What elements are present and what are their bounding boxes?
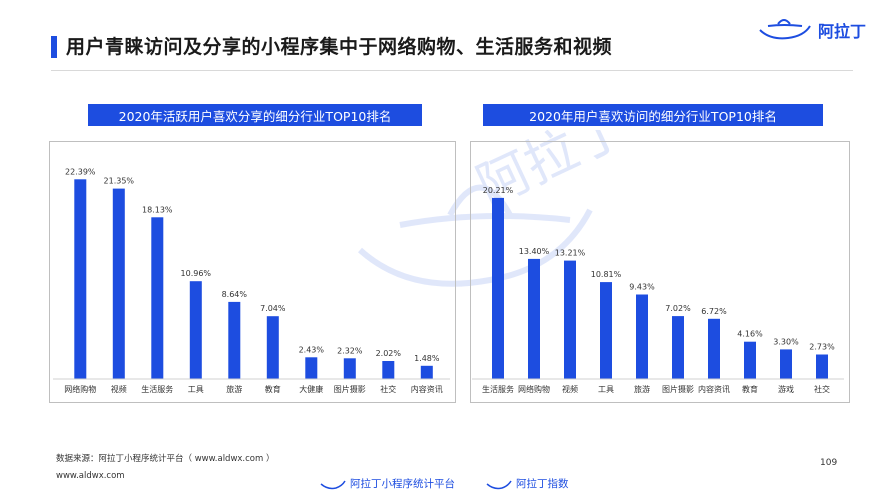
- category-label: 视频: [562, 384, 578, 394]
- title-accent-bar: [51, 36, 57, 58]
- data-label: 7.02%: [665, 304, 691, 313]
- bar-大健康: [305, 357, 318, 379]
- category-label: 教育: [265, 384, 281, 394]
- bar-工具: [189, 281, 202, 379]
- data-label: 22.39%: [65, 167, 96, 176]
- data-label: 1.48%: [414, 354, 440, 363]
- chart-right: 20.21% 生活服务 13.40% 网络购物 13.21% 视频 10.81% 工具 9.43…: [472, 186, 844, 394]
- data-label: 2.43%: [299, 345, 325, 354]
- footer-brand-index-label: 阿拉丁指数: [516, 478, 569, 490]
- category-label: 社交: [380, 384, 396, 394]
- footer-brand-platform: 阿拉丁小程序统计平台: [320, 476, 455, 491]
- bar-社交: [816, 354, 828, 379]
- bar-工具: [600, 282, 612, 379]
- bar-图片摄影: [672, 316, 684, 379]
- title-divider: [51, 70, 853, 71]
- data-label: 9.43%: [629, 283, 655, 292]
- chart-right-title: 2020年用户喜欢访问的细分行业TOP10排名: [483, 104, 823, 126]
- data-label: 10.81%: [591, 270, 622, 279]
- category-label: 网络购物: [64, 384, 96, 394]
- category-label: 工具: [598, 385, 614, 394]
- data-label: 10.96%: [181, 269, 212, 278]
- lamp-icon: [486, 480, 512, 489]
- page-number: 109: [820, 458, 838, 468]
- data-label: 21.35%: [104, 177, 135, 186]
- category-label: 图片摄影: [662, 384, 694, 394]
- data-label: 20.21%: [483, 186, 514, 195]
- chart-right-frame: [470, 141, 850, 403]
- category-label: 网络购物: [518, 384, 550, 394]
- bar-教育: [266, 316, 279, 379]
- category-label: 内容资讯: [411, 384, 443, 394]
- category-label: 内容资讯: [698, 384, 730, 394]
- footer-brand-platform-label: 阿拉丁小程序统计平台: [350, 478, 455, 490]
- bar-教育: [744, 341, 756, 379]
- category-label: 视频: [111, 384, 127, 394]
- chart-left: 22.39% 网络购物 21.35% 视频 18.13% 生活服务 10.96% 工具 8.64…: [53, 167, 450, 394]
- category-label: 旅游: [226, 384, 242, 394]
- bar-图片摄影: [343, 358, 356, 379]
- data-source-note: 数据来源：阿拉丁小程序统计平台（ www.aldwx.com ）: [56, 454, 275, 464]
- data-label: 4.16%: [737, 330, 763, 339]
- category-label: 生活服务: [482, 384, 514, 394]
- bar-视频: [564, 260, 576, 379]
- data-label: 8.64%: [222, 290, 248, 299]
- data-label: 18.13%: [142, 205, 173, 214]
- bar-内容资讯: [708, 318, 720, 379]
- data-label: 13.40%: [519, 247, 550, 256]
- bar-旅游: [228, 301, 241, 379]
- data-label: 2.32%: [337, 346, 363, 355]
- category-label: 社交: [814, 384, 830, 394]
- category-label: 工具: [188, 385, 204, 394]
- page-title: 用户青睐访问及分享的小程序集中于网络购物、生活服务和视频: [66, 36, 613, 58]
- category-label: 生活服务: [141, 384, 173, 394]
- lamp-icon: [320, 480, 346, 489]
- bar-网络购物: [528, 258, 540, 379]
- category-label: 教育: [742, 384, 758, 394]
- chart-left-title: 2020年活跃用户喜欢分享的细分行业TOP10排名: [88, 104, 422, 126]
- category-label: 大健康: [299, 384, 323, 394]
- brand-logo-text: 阿拉丁: [818, 22, 867, 41]
- bar-网络购物: [74, 179, 87, 379]
- lamp-logo-icon: [759, 19, 811, 40]
- watermark-lamp-icon: 阿拉丁: [357, 130, 635, 287]
- bar-社交: [382, 361, 395, 379]
- bar-视频: [112, 188, 125, 379]
- site-url: www.aldwx.com: [56, 471, 125, 481]
- bar-旅游: [636, 294, 648, 379]
- chart-left-frame: [49, 141, 456, 403]
- footer-brand-index: 阿拉丁指数: [486, 476, 569, 491]
- category-label: 图片摄影: [334, 384, 366, 394]
- bar-游戏: [780, 349, 792, 379]
- data-label: 7.04%: [260, 304, 286, 313]
- bar-生活服务: [492, 197, 504, 379]
- data-label: 13.21%: [555, 249, 586, 258]
- data-label: 2.02%: [376, 349, 402, 358]
- bar-内容资讯: [420, 365, 433, 379]
- data-label: 6.72%: [701, 307, 727, 316]
- category-label: 游戏: [778, 384, 794, 394]
- data-label: 2.73%: [809, 343, 835, 352]
- bar-生活服务: [151, 217, 164, 379]
- data-label: 3.30%: [773, 337, 799, 346]
- category-label: 旅游: [634, 384, 650, 394]
